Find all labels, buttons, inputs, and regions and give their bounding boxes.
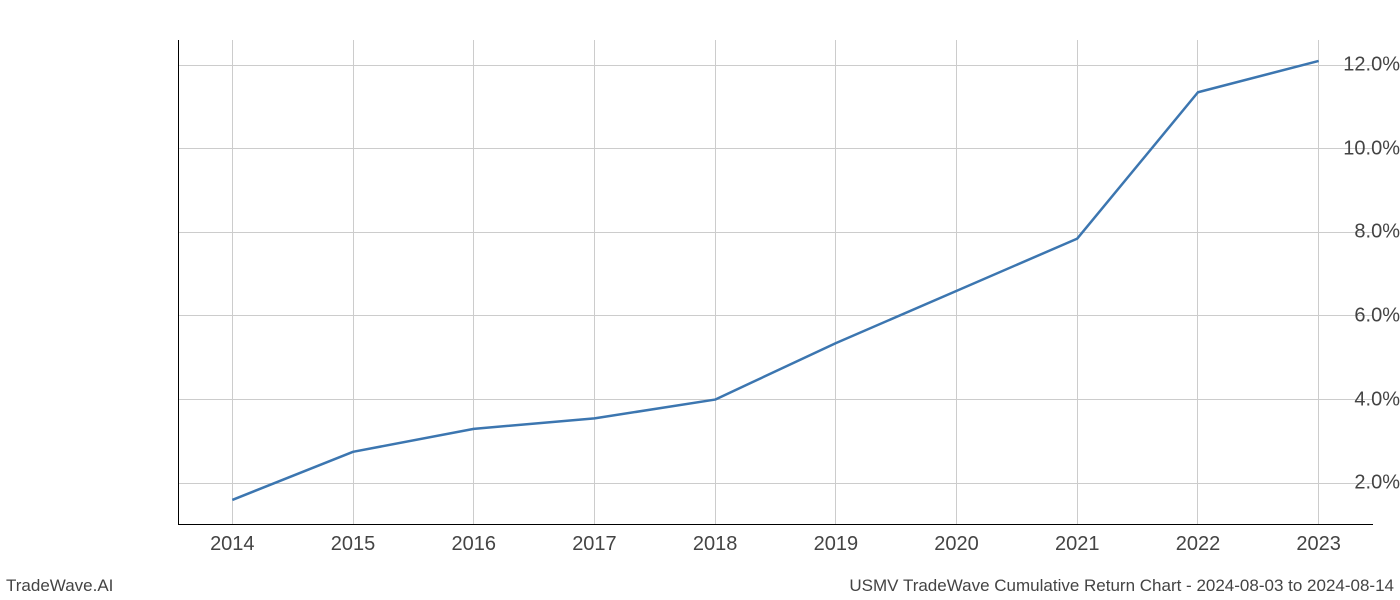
y-tick-label: 2.0% [1236, 472, 1400, 495]
x-tick-label: 2020 [934, 533, 979, 556]
y-tick-label: 4.0% [1236, 388, 1400, 411]
x-tick-label: 2021 [1055, 533, 1100, 556]
x-tick-label: 2023 [1296, 533, 1341, 556]
x-tick-label: 2017 [572, 533, 617, 556]
x-tick-label: 2018 [693, 533, 738, 556]
y-tick-label: 10.0% [1236, 137, 1400, 160]
y-tick-label: 6.0% [1236, 304, 1400, 327]
y-tick-label: 8.0% [1236, 221, 1400, 244]
x-tick-label: 2022 [1176, 533, 1221, 556]
x-tick-label: 2016 [451, 533, 496, 556]
plot-area [178, 40, 1373, 525]
y-tick-label: 12.0% [1236, 54, 1400, 77]
line-series-svg [178, 40, 1373, 525]
x-tick-label: 2014 [210, 533, 255, 556]
return-line [232, 61, 1318, 500]
chart-container: 2.0% 4.0% 6.0% 8.0% 10.0% 12.0% 2014 2015 2016 2… [0, 0, 1400, 600]
x-tick-label: 2019 [814, 533, 859, 556]
footer-left: TradeWave.AI [6, 576, 113, 596]
x-tick-label: 2015 [331, 533, 376, 556]
footer-right: USMV TradeWave Cumulative Return Chart -… [849, 576, 1394, 596]
